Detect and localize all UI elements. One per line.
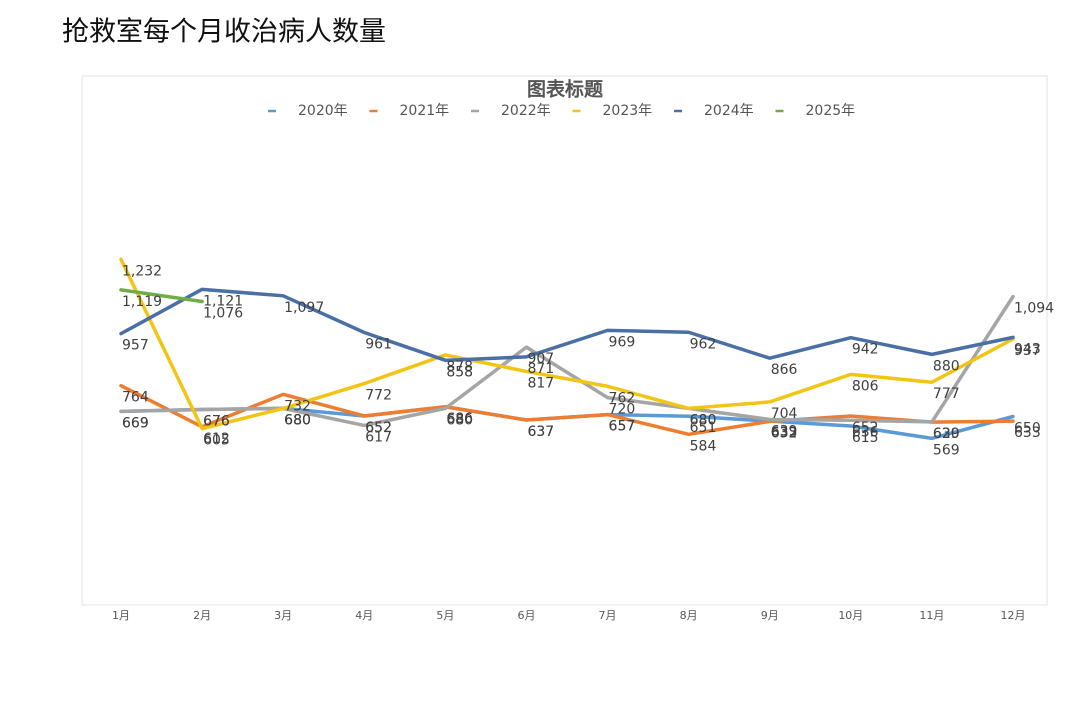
- x-tick-label: 10月: [838, 609, 863, 622]
- data-label: 657: [609, 419, 636, 435]
- data-label: 772: [365, 388, 392, 404]
- data-label: 632: [771, 425, 798, 441]
- data-label: 806: [852, 378, 879, 394]
- data-label: 636: [852, 424, 879, 440]
- data-label: 777: [933, 386, 960, 402]
- data-label: 942: [852, 342, 879, 358]
- series-line: [119, 288, 204, 304]
- data-label: 907: [527, 351, 554, 367]
- data-label: 669: [122, 415, 149, 431]
- data-label: 1,232: [122, 263, 162, 279]
- data-label: 704: [771, 406, 798, 422]
- data-label: 633: [1014, 425, 1041, 441]
- x-tick-label: 11月: [919, 609, 944, 622]
- x-tick-label: 12月: [1001, 609, 1026, 622]
- data-label: 652: [852, 420, 879, 436]
- data-label: 615: [852, 430, 879, 446]
- legend-label: 2022年: [501, 103, 551, 119]
- data-label: 1,121: [203, 293, 243, 309]
- x-tick-label: 7月: [599, 609, 617, 622]
- x-tick-label: 9月: [761, 609, 779, 622]
- page-title: 抢救室每个月收治病人数量: [62, 17, 386, 48]
- legend-label: 2024年: [704, 103, 754, 119]
- legend-label: 2020年: [298, 103, 348, 119]
- data-label: 686: [446, 411, 473, 427]
- data-label: 680: [284, 412, 311, 428]
- series-line: [119, 287, 1015, 363]
- data-label: 652: [365, 420, 392, 436]
- data-label: 1,076: [203, 305, 243, 321]
- x-tick-label: 4月: [355, 609, 373, 622]
- data-label: 617: [365, 429, 392, 445]
- data-label: 650: [1014, 421, 1041, 437]
- data-label: 680: [690, 412, 717, 428]
- data-label: 652: [365, 420, 392, 436]
- series-line: [119, 257, 1015, 431]
- legend-label: 2023年: [603, 103, 653, 119]
- x-tick-label: 5月: [436, 609, 454, 622]
- data-label: 858: [446, 364, 473, 380]
- data-label: 630: [933, 426, 960, 442]
- data-label: 817: [527, 375, 554, 391]
- legend-label: 2025年: [806, 103, 856, 119]
- data-label: 764: [122, 390, 149, 406]
- data-label: 961: [365, 337, 392, 353]
- data-label: 676: [203, 413, 230, 429]
- data-label: 1,094: [1014, 301, 1054, 317]
- data-label: 762: [609, 390, 636, 406]
- data-label: 633: [771, 425, 798, 441]
- data-label: 676: [203, 413, 230, 429]
- x-tick-label: 6月: [517, 609, 535, 622]
- data-label: 880: [933, 358, 960, 374]
- data-label: 1,097: [284, 300, 324, 316]
- data-label: 605: [203, 433, 230, 449]
- data-label: 969: [609, 334, 636, 350]
- chart-title: 图表标题: [527, 78, 603, 101]
- data-label: 957: [122, 338, 149, 354]
- data-label: 878: [446, 359, 473, 375]
- data-label: 637: [527, 424, 554, 440]
- data-label: 680: [284, 412, 311, 428]
- x-tick-label: 1月: [112, 609, 130, 622]
- legend-label: 2021年: [400, 103, 450, 119]
- x-tick-label: 3月: [274, 609, 292, 622]
- data-label: 732: [284, 398, 311, 414]
- data-label: 680: [284, 412, 311, 428]
- x-tick-label: 8月: [680, 609, 698, 622]
- data-label: 669: [122, 415, 149, 431]
- data-label: 657: [609, 419, 636, 435]
- data-label: 1,119: [122, 294, 162, 310]
- data-label: 569: [933, 442, 960, 458]
- series-line: [119, 294, 1015, 428]
- data-label: 584: [690, 438, 717, 454]
- data-label: 962: [690, 336, 717, 352]
- data-label: 651: [690, 420, 717, 436]
- data-label: 612: [203, 431, 230, 447]
- data-label: 866: [771, 362, 798, 378]
- data-label: 637: [527, 424, 554, 440]
- data-label: 720: [609, 402, 636, 418]
- data-label: 639: [771, 423, 798, 439]
- data-label: 629: [933, 426, 960, 442]
- series-line: [119, 383, 1015, 437]
- data-label: 680: [446, 412, 473, 428]
- data-label: 937: [1014, 343, 1041, 359]
- x-tick-label: 2月: [193, 609, 211, 622]
- data-label: 943: [1014, 341, 1041, 357]
- data-label: 871: [527, 361, 554, 377]
- data-label: 680: [690, 412, 717, 428]
- chart-frame: [81, 75, 1048, 606]
- data-label: 686: [446, 411, 473, 427]
